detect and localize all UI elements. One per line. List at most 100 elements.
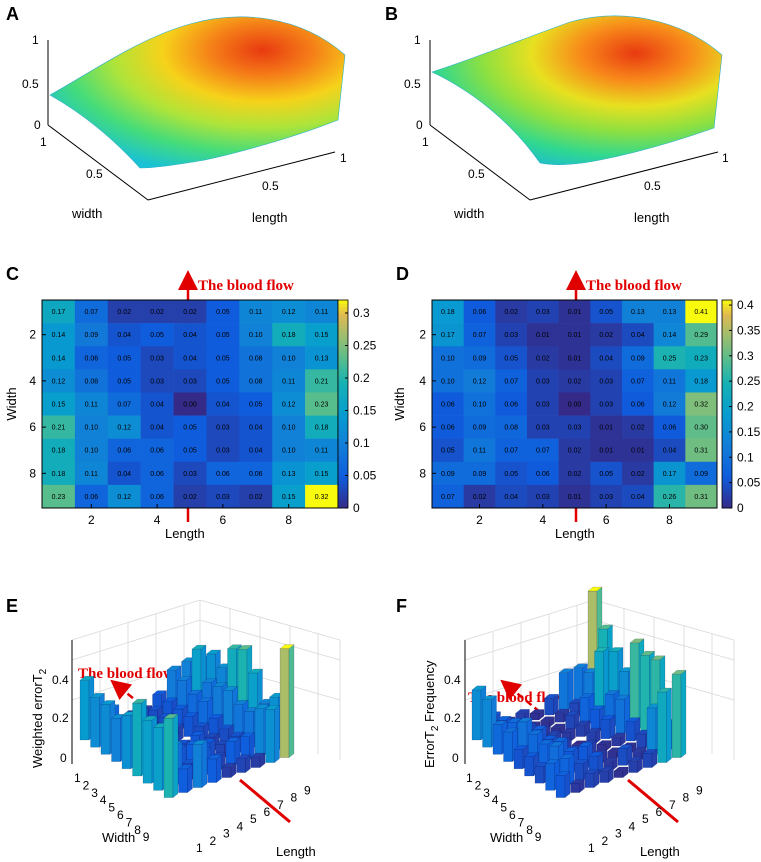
heatmap-cell (558, 346, 591, 370)
cell-value: 0.04 (183, 355, 197, 362)
heatmap-cell (272, 323, 306, 347)
heatmap-cell (622, 415, 654, 439)
cell-value: 0.05 (249, 402, 263, 409)
cell-value: 0.03 (536, 378, 550, 385)
colorbar-segment (338, 352, 348, 356)
cell-value: 0.11 (663, 378, 676, 385)
bar-front (565, 714, 575, 730)
colorbar-segment (338, 480, 348, 485)
cell-value: 0.03 (599, 378, 613, 385)
cell-value: 0.06 (85, 355, 99, 362)
cell-value: 0.05 (150, 332, 164, 339)
cell-value: 0.07 (473, 332, 487, 339)
colorbar-segment (338, 320, 348, 325)
cell-value: 0.04 (150, 425, 164, 432)
z-tick: 1 (32, 33, 39, 47)
heatmap-cell (653, 461, 686, 486)
heatmap-cell (653, 369, 686, 393)
bar-top (193, 722, 210, 727)
colorbar-segment (338, 379, 348, 384)
heatmap-cell (42, 300, 76, 324)
cell-value: 0.05 (216, 332, 230, 339)
heatmap-cell (173, 438, 207, 463)
heatmap-cell (463, 300, 496, 324)
colorbar-segment (722, 473, 732, 478)
bar-front (554, 712, 565, 723)
bar-top (502, 727, 519, 733)
length-tick-label: 2 (602, 834, 609, 848)
bar-top (218, 724, 235, 730)
colorbar-segment (338, 504, 348, 509)
heatmap-cell (42, 461, 76, 486)
panel-e: E 0.4 0.2 0 Weighted errorT2 Width Lengt… (6, 596, 341, 859)
bar-top (523, 752, 540, 757)
heatmap-cell (272, 438, 306, 463)
heatmap-cell (74, 438, 109, 463)
bar-top (212, 682, 228, 687)
width-tick-label: 2 (83, 778, 90, 792)
heatmap-cell (42, 369, 76, 393)
cell-value: 0.01 (631, 448, 645, 455)
heatmap-cell (527, 461, 559, 486)
panel-c: C The blood flow Length Width 0.17 0.07 0.… (4, 264, 377, 541)
bar-side (230, 762, 237, 779)
bar-top (642, 749, 658, 754)
bar-side (549, 716, 555, 728)
colorbar-segment (338, 438, 348, 443)
colorbar-segment (338, 476, 348, 481)
cell-value: 0.03 (216, 425, 230, 432)
heatmap-cell (206, 369, 240, 393)
heatmap-cell (622, 392, 654, 416)
cell-value: 0.41 (694, 309, 708, 316)
heatmap-cell (495, 323, 528, 347)
cell-value: 0.18 (282, 332, 296, 339)
length-label: Length (276, 844, 316, 859)
bar-top (584, 769, 600, 774)
heatmap-cell (173, 346, 207, 370)
bar-top (639, 650, 656, 656)
cell-value: 0.01 (568, 355, 582, 362)
cell-value: 0.18 (52, 471, 66, 478)
cell-value: 0.01 (599, 448, 613, 455)
cell-value: 0.04 (216, 402, 230, 409)
colorbar-segment (722, 459, 732, 464)
heatmap-cell (173, 415, 207, 439)
length-tick-label: 6 (656, 805, 663, 819)
panel-label-e: E (6, 596, 18, 616)
colorbar-segment (722, 462, 732, 467)
length-axis (529, 151, 719, 201)
heatmap-cell (239, 461, 273, 486)
colorbar-segment (722, 407, 732, 412)
length-tick-label: 9 (696, 783, 703, 797)
bar-top (517, 717, 533, 723)
bar-front (555, 775, 566, 798)
bar-front (153, 727, 163, 791)
bar-top (176, 676, 193, 681)
bar-front (132, 702, 142, 777)
y-tick-label: 2 (419, 328, 426, 342)
colorbar-segment (722, 327, 732, 332)
bar-top (538, 739, 554, 745)
heatmap-cell (432, 438, 464, 463)
panel-b: B 1 0.5 0 1 0.5 0.5 1 width length (385, 4, 729, 225)
x-tick-label: 2 (88, 513, 95, 527)
bar-top (546, 730, 562, 736)
heatmap-cell (305, 346, 339, 370)
cell-value: 0.12 (282, 309, 296, 316)
colorbar-segment (722, 490, 732, 495)
colorbar-tick-label: 0.05 (737, 476, 761, 490)
bar-side (620, 732, 626, 747)
l-tick: 0.5 (644, 179, 661, 193)
colorbar-segment (338, 456, 348, 460)
bar-front (471, 689, 482, 741)
z-tick: 0 (416, 118, 423, 132)
w-tick: 0.5 (468, 167, 485, 181)
x-tick-label: 2 (476, 513, 483, 527)
bar-top (237, 645, 253, 650)
panel-label-d: D (396, 264, 409, 284)
bar-top (585, 727, 602, 733)
cell-value: 0.08 (249, 355, 263, 362)
y-tick-label: 2 (29, 328, 36, 342)
cell-value: 0.10 (282, 448, 296, 455)
bar-top (514, 709, 531, 714)
